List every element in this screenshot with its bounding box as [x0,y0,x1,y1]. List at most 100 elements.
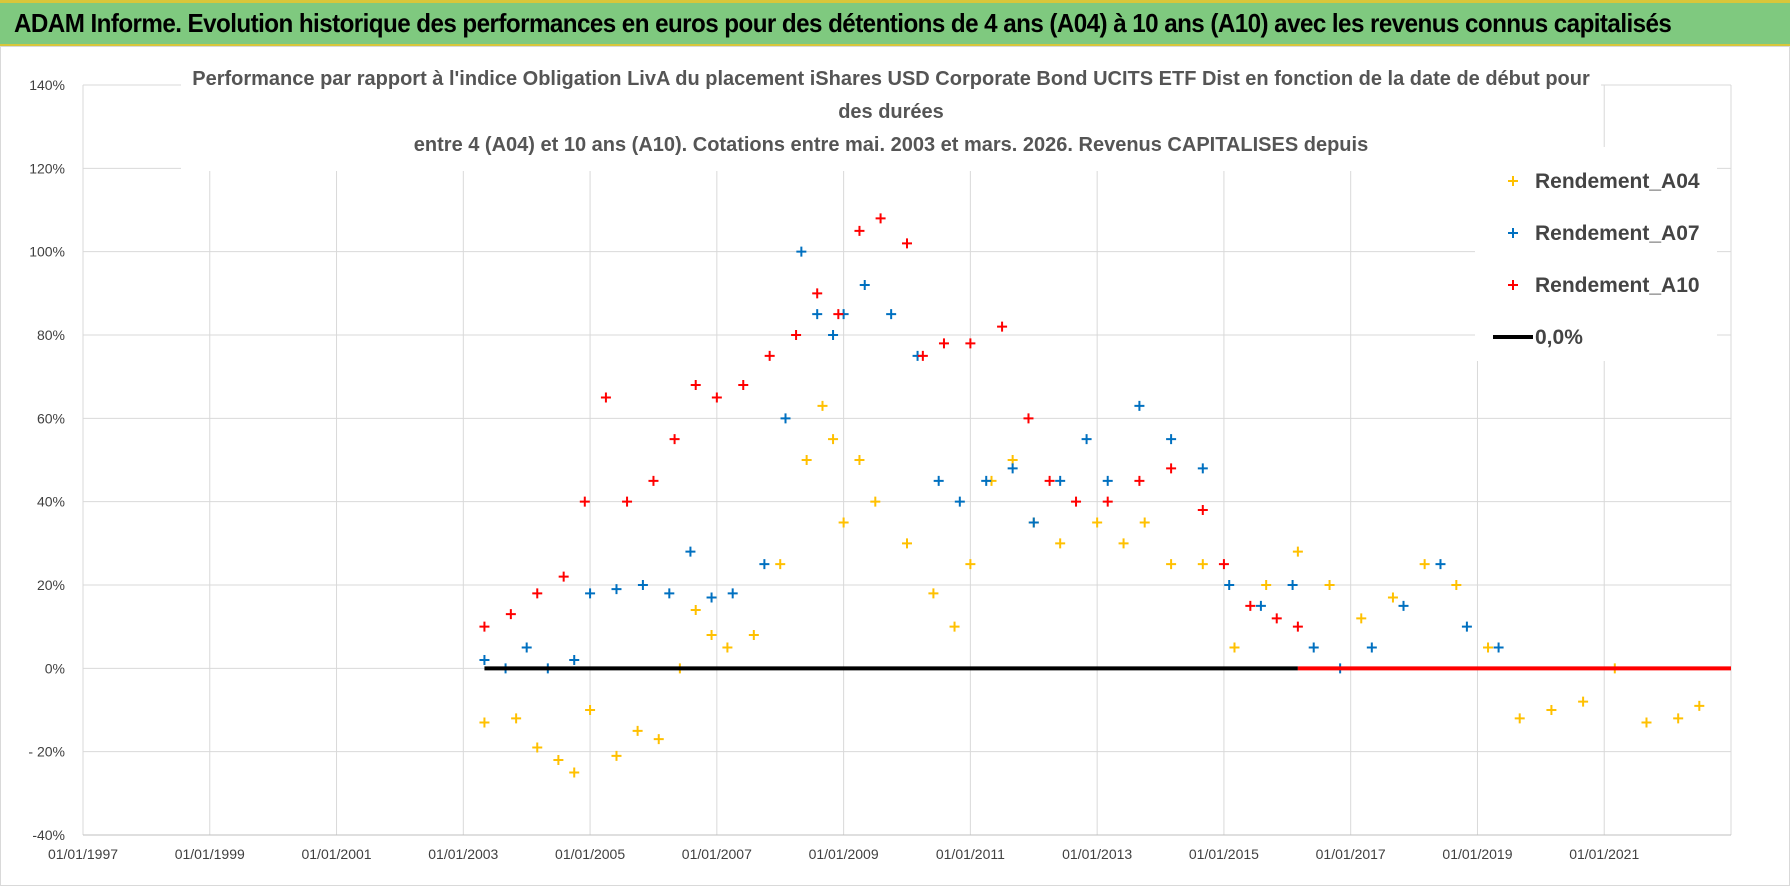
data-point [685,546,696,557]
data-point [764,350,775,361]
data-point [1271,613,1282,624]
y-tick-label: 40% [37,494,65,510]
x-tick-label: 01/01/2015 [1189,846,1259,862]
data-point [870,496,881,507]
data-point [1287,580,1298,590]
data-point [711,392,722,403]
data-point [1419,559,1430,570]
data-point [569,655,580,665]
data-point [902,538,912,549]
data-point [1166,434,1177,445]
chart-title: Performance par rapport à l'indice Oblig… [181,59,1601,171]
data-point [706,630,717,640]
grid-layer [82,84,1732,836]
data-point [579,496,590,507]
data-point [1673,713,1684,724]
series-rendement-a10 [479,213,1303,632]
data-point [1139,517,1150,528]
legend-swatch [1508,280,1518,290]
data-point [1451,580,1462,590]
data-point [1546,705,1557,715]
data-point [706,592,717,603]
data-point [727,588,738,599]
data-point [1308,642,1319,653]
data-point [1224,580,1235,590]
data-point [1197,463,1208,474]
data-point [669,434,680,445]
data-point [812,309,823,320]
data-point [648,475,659,486]
legend-label: 0,0% [1535,326,1583,349]
y-tick-label: 20% [37,577,65,593]
data-point [1578,696,1589,707]
legend-entry: Rendement_A07 [1508,222,1700,245]
y-tick-label: -40% [32,827,65,843]
data-point [1007,463,1018,474]
data-point [1514,713,1525,724]
data-point [828,330,839,340]
data-point [532,742,543,753]
data-point [690,380,701,390]
data-point [479,717,490,728]
data-point [1197,505,1208,515]
data-point [859,280,870,290]
data-point [1245,600,1256,611]
data-point [854,225,865,236]
y-tick-label: 140% [29,77,65,93]
data-point [600,392,611,403]
data-point [1134,475,1145,486]
data-point [1044,475,1055,486]
data-point [611,584,622,595]
x-tick-label: 01/01/2017 [1316,846,1386,862]
data-point [981,475,992,486]
data-point [1218,559,1229,570]
chart-title-line: Performance par rapport à l'indice Oblig… [192,68,1590,90]
data-point [780,413,791,424]
data-point [690,605,701,615]
legend-swatch [1508,176,1518,186]
data-point [775,559,786,570]
data-point [1028,517,1039,528]
data-point [1435,559,1446,570]
series-layer [479,213,1731,778]
data-point [933,475,944,486]
chart-title-line: des durées [838,101,944,123]
data-point [1483,642,1494,653]
data-point [875,213,886,224]
data-point [997,321,1008,332]
data-point [1055,475,1066,486]
data-point [1092,517,1103,528]
data-point [1166,559,1177,570]
data-point [738,380,749,390]
data-point [1134,400,1145,411]
data-point [1387,592,1398,603]
data-point [1461,621,1472,632]
data-point [1081,434,1092,445]
legend-background [1475,147,1717,361]
x-tick-label: 01/01/2009 [809,846,879,862]
data-point [722,642,733,653]
x-tick-label: 01/01/2019 [1442,846,1512,862]
data-point [511,713,522,724]
data-point [558,571,569,582]
data-point [632,725,643,736]
data-point [954,496,965,507]
legend-entry: Rendement_A04 [1508,170,1700,193]
data-point [1493,642,1504,653]
data-point [791,330,802,340]
data-point [1023,413,1034,424]
data-point [585,588,596,599]
data-point [838,517,849,528]
data-point [653,734,664,745]
data-point [637,580,648,590]
data-point [1197,559,1208,570]
header-title: ADAM Informe. Evolution historique des p… [14,8,1672,38]
data-point [479,621,490,632]
data-point [812,288,823,299]
data-point [796,246,807,257]
data-point [949,621,960,632]
data-point [1356,613,1367,624]
y-tick-label: 120% [29,160,65,176]
data-point [917,350,928,361]
data-point [748,630,759,640]
